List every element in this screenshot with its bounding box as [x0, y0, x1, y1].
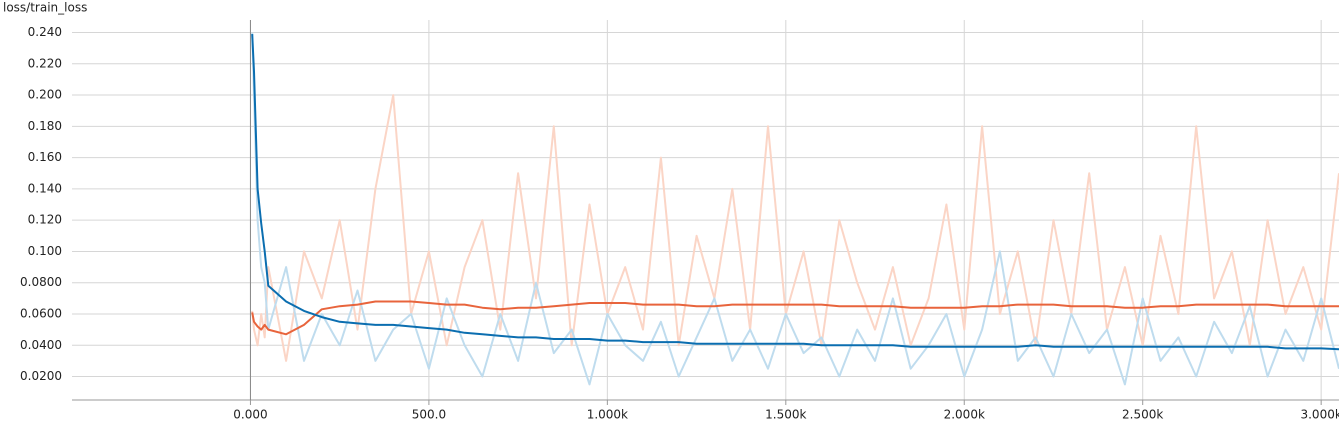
y-tick-label: 0.100	[28, 244, 62, 258]
y-tick-label: 0.0800	[20, 275, 62, 289]
y-tick-label: 0.0400	[20, 338, 62, 352]
series-line	[251, 32, 1339, 386]
x-tick-label: 500.0	[412, 408, 446, 422]
y-tick-label: 0.160	[28, 150, 62, 164]
x-tick-label: 1.500k	[765, 408, 806, 422]
x-tick-label: 2.500k	[1122, 408, 1163, 422]
x-tick-label: 3.000k	[1300, 408, 1339, 422]
chart-title: loss/train_loss	[3, 1, 87, 15]
y-tick-label: 0.140	[28, 181, 62, 195]
y-tick-label: 0.240	[28, 25, 62, 39]
series-line	[251, 34, 1339, 351]
y-tick-label: 0.120	[28, 213, 62, 227]
y-tick-label: 0.0200	[20, 369, 62, 383]
series-line	[251, 300, 1339, 336]
y-tick-label: 0.0600	[20, 306, 62, 320]
y-tick-label: 0.200	[28, 88, 62, 102]
x-tick-label: 2.000k	[944, 408, 985, 422]
x-tick-label: 1.000k	[587, 408, 628, 422]
y-tick-label: 0.180	[28, 119, 62, 133]
x-tick-label: 0.000	[233, 408, 267, 422]
series-line	[251, 94, 1339, 362]
y-tick-label: 0.220	[28, 56, 62, 70]
